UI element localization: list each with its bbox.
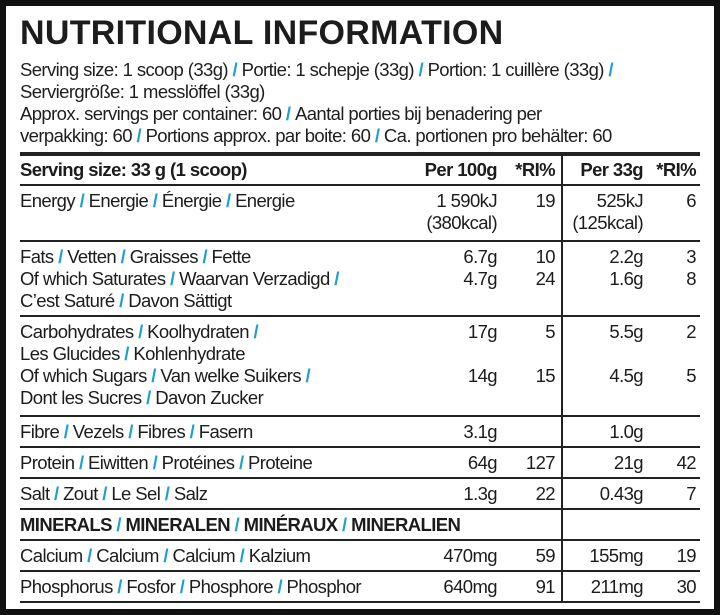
energy-per-33g: 525kJ (125kcal) — [572, 190, 643, 233]
table-row-fats: Fats / Vetten / Graisses / Fette Of whic… — [20, 242, 700, 317]
slash-separator: / — [131, 125, 146, 146]
header-serving-size: Serving size: 33 g (1 scoop) — [20, 159, 247, 180]
column-divider — [561, 541, 563, 572]
header-per-100g: Per 100g — [424, 159, 498, 180]
serving-line-1: Serving size: 1 scoop (33g) / Portie: 1 … — [20, 59, 614, 80]
slash-separator: / — [603, 59, 613, 80]
column-divider — [561, 510, 563, 541]
column-divider — [561, 156, 563, 186]
serving-info: Serving size: 1 scoop (33g) / Portie: 1 … — [20, 59, 700, 147]
header-ri-33: *RI% — [656, 159, 696, 180]
column-divider — [561, 572, 563, 603]
minerals-section-header: MINERALS / MINERALEN / MINÉRAUX / MINERA… — [20, 510, 700, 541]
table-row-energy: Energy / Energie / Énergie / Energie 1 5… — [20, 186, 700, 242]
table-row-phosphorus: Phosphorus / Fosfor / Phosphore / Phosph… — [20, 572, 700, 603]
serving-line-2: Serviergröße: 1 messlöffel (33g) — [20, 81, 265, 102]
page-title: NUTRITIONAL INFORMATION — [20, 14, 504, 52]
table-row-protein: Protein / Eiwitten / Protéines / Protein… — [20, 448, 700, 479]
column-divider — [561, 448, 563, 479]
column-divider — [561, 417, 563, 448]
slash-separator: / — [370, 125, 384, 146]
header-per-33g: Per 33g — [580, 159, 643, 180]
energy-ri-33: 6 — [686, 190, 696, 211]
nutrition-table: Serving size: 33 g (1 scoop) Per 100g *R… — [20, 152, 700, 603]
column-divider — [561, 479, 563, 510]
header-ri-100: *RI% — [515, 159, 555, 180]
table-row-carbohydrates: Carbohydrates / Koolhydraten / Les Gluci… — [20, 317, 700, 417]
column-divider — [561, 186, 563, 242]
slash-separator: / — [413, 59, 428, 80]
slash-separator: / — [281, 103, 295, 124]
table-header: Serving size: 33 g (1 scoop) Per 100g *R… — [20, 156, 700, 186]
energy-per-100g: 1 590kJ (380kcal) — [426, 190, 497, 233]
column-divider — [561, 242, 563, 317]
table-row-calcium: Calcium / Calcium / Calcium / Kalzium 47… — [20, 541, 700, 572]
energy-ri-100: 19 — [535, 190, 556, 211]
table-row-salt: Salt / Zout / Le Sel / Salz 1.3g 22 0.43… — [20, 479, 700, 510]
slash-separator: / — [227, 59, 242, 80]
column-divider — [561, 317, 563, 417]
table-row-fibre: Fibre / Vezels / Fibres / Fasern 3.1g 1.… — [20, 417, 700, 448]
serving-line-3: Approx. servings per container: 60 / Aan… — [20, 103, 542, 124]
serving-line-4: verpakking: 60 / Portions approx. par bo… — [20, 125, 612, 146]
